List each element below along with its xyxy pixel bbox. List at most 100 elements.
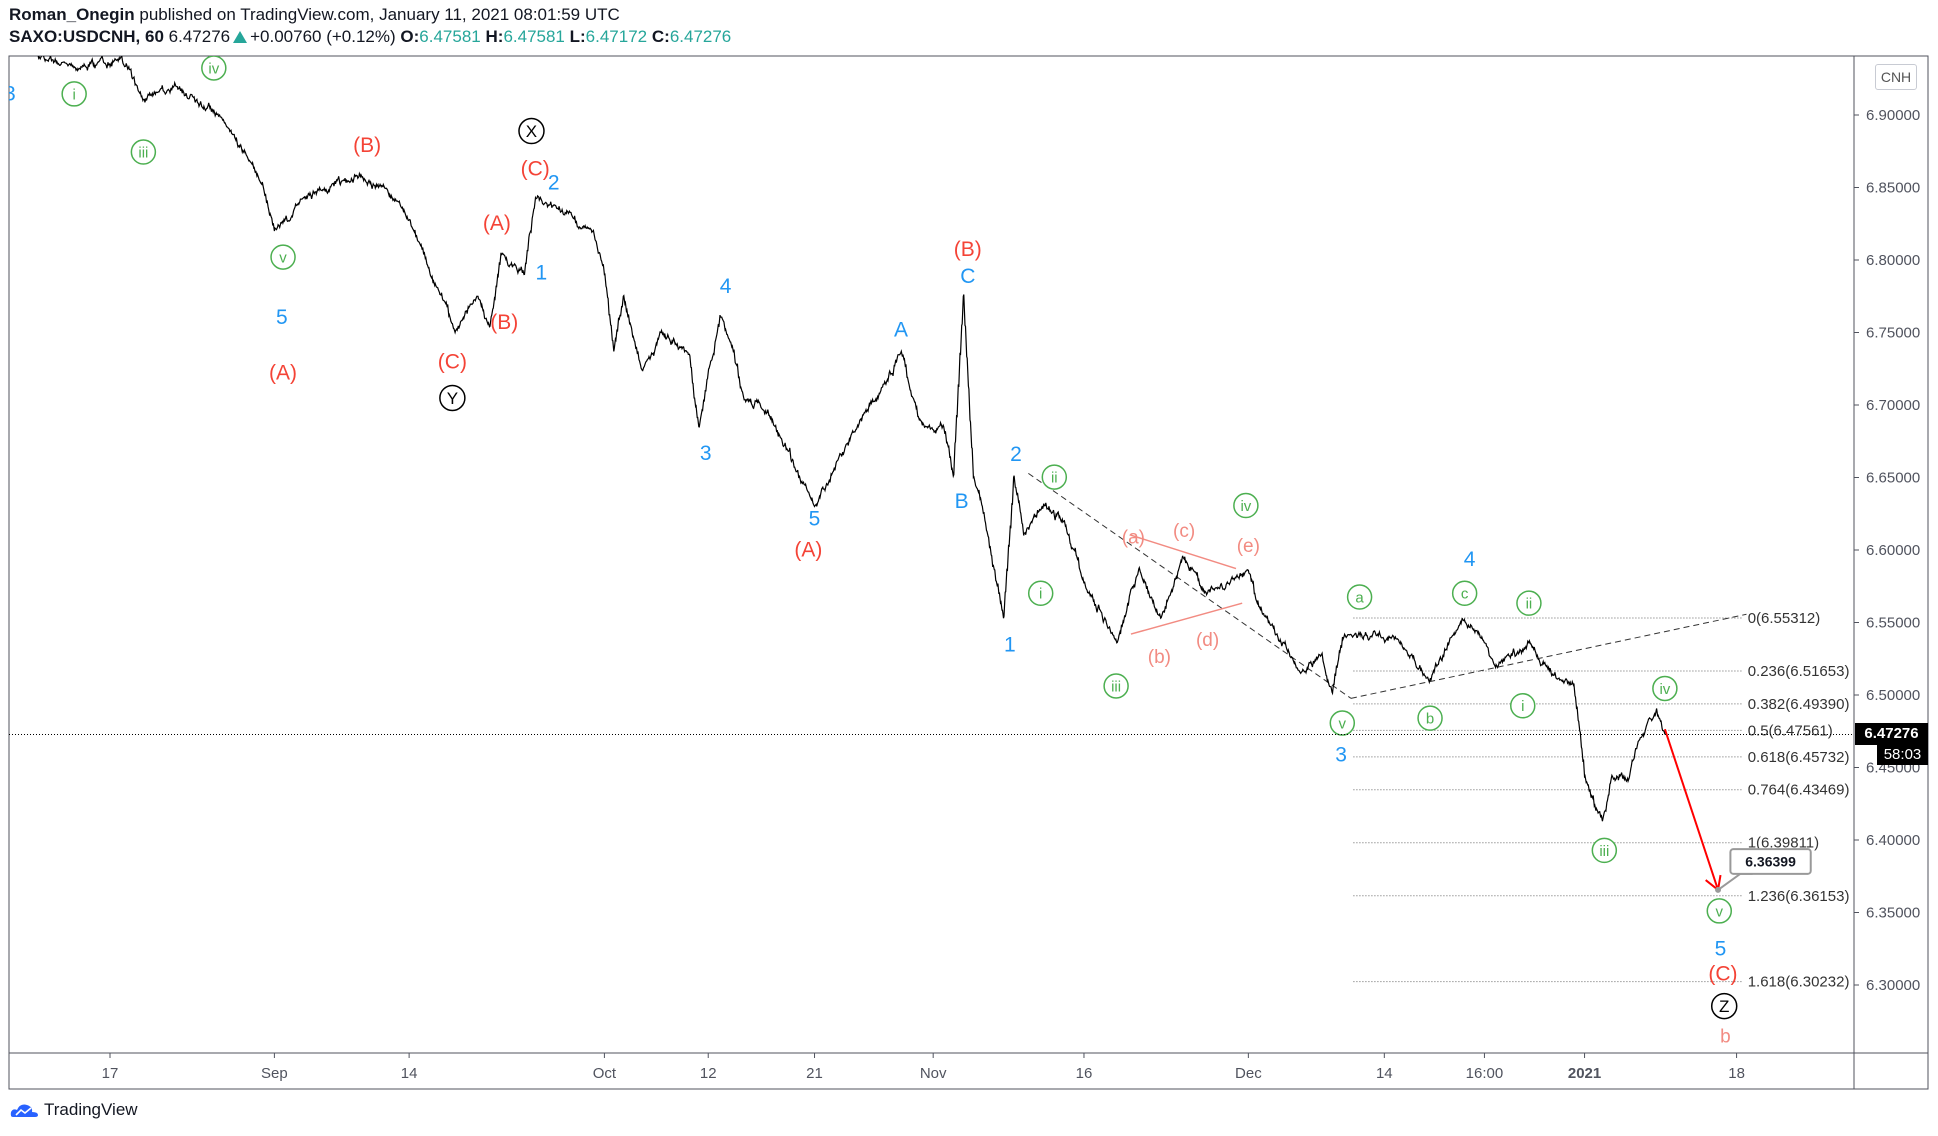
trend-line-dashed: [1028, 472, 1352, 699]
fib-level-label: 0.236(6.51653): [1748, 663, 1850, 680]
wave-label: (d): [1196, 630, 1219, 651]
wave-label: iv: [208, 60, 219, 77]
wave-label: 2: [1010, 443, 1022, 466]
last-price: 6.47276: [168, 27, 231, 46]
wave-label: iii: [138, 144, 148, 161]
wave-circle: [439, 384, 466, 412]
fib-level-label: 1.618(6.30232): [1748, 974, 1850, 991]
drawings: [1028, 472, 1747, 891]
wave-label: i: [1521, 698, 1524, 715]
wave-label: (b): [1148, 647, 1171, 668]
price-callout: 6.36399: [1745, 853, 1796, 869]
wave-label: Z: [1719, 997, 1729, 1016]
wave-label: A: [894, 318, 908, 341]
time-tick-label: 2021: [1568, 1065, 1601, 1082]
wave-label: v: [1339, 715, 1347, 732]
price-tick-label: 6.85000: [1866, 180, 1920, 197]
wave-circle: [1041, 464, 1068, 490]
wave-circle: [1233, 492, 1259, 519]
wave-label: 1: [1004, 634, 1016, 657]
publish-info: Roman_Onegin published on TradingView.co…: [9, 5, 620, 25]
wave-label: v: [1716, 903, 1724, 920]
symbol-info: SAXO:USDCNH, 60 6.47276 +0.00760 (+0.12%)…: [9, 27, 731, 47]
wave-label: b: [1720, 1027, 1731, 1048]
price-tick-label: 6.75000: [1866, 325, 1920, 342]
wave-circle: [61, 81, 87, 107]
wave-label: 5: [276, 306, 288, 329]
low-label: L:: [569, 27, 586, 46]
price-tick-label: 6.80000: [1866, 252, 1920, 269]
open-label: O:: [400, 27, 420, 46]
tradingview-logo[interactable]: TradingView: [10, 1100, 138, 1120]
wave-circle: [1516, 590, 1542, 616]
time-tick-label: Sep: [261, 1065, 288, 1082]
wave-label: 4: [720, 275, 732, 298]
currency-label[interactable]: CNH: [1875, 64, 1917, 90]
triangle-lower-line: [1130, 602, 1243, 635]
wave-label: (B): [490, 311, 518, 334]
wave-label: 3: [4, 82, 16, 105]
wave-circle: [1346, 584, 1373, 610]
price-tick-label: 6.50000: [1866, 687, 1920, 704]
wave-label: (C): [521, 158, 550, 181]
time-tick-label: 21: [806, 1065, 823, 1082]
high-value: 6.47581: [503, 27, 565, 46]
time-tick-label: Nov: [920, 1065, 947, 1082]
wave-label: 5: [1715, 938, 1727, 961]
triangle-upper-line: [1130, 534, 1237, 570]
author[interactable]: Roman_Onegin: [9, 5, 135, 24]
time-tick-label: 12: [700, 1065, 717, 1082]
time-tick-label: 14: [1376, 1065, 1393, 1082]
wave-label: (A): [269, 362, 297, 385]
price-callout-box: [1729, 848, 1812, 875]
wave-label: (B): [954, 238, 982, 261]
fib-level-label: 0(6.55312): [1748, 610, 1821, 627]
logo-text: TradingView: [44, 1100, 138, 1119]
wave-label: (c): [1173, 521, 1195, 542]
wave-circle: [1103, 673, 1129, 699]
time-tick-label: Oct: [593, 1065, 617, 1082]
wave-circle: [270, 244, 296, 270]
wave-label: v: [279, 249, 287, 266]
projection-arrow: [1663, 728, 1719, 891]
wave-circle: [1027, 580, 1054, 607]
time-axis[interactable]: 17 Sep 14 Oct 12 21 Nov 16 Dec 14 16:00 2021 18: [102, 1053, 1745, 1082]
fib-level-label: 0.382(6.49390): [1748, 696, 1850, 713]
fib-level-label: 1(6.39811): [1748, 835, 1819, 852]
fib-level-label: 0.618(6.45732): [1748, 749, 1850, 766]
price-tick-label: 6.60000: [1866, 542, 1920, 559]
tradingview-cloud-icon: [10, 1104, 38, 1117]
wave-circle: [1510, 693, 1536, 719]
wave-circle: [1417, 705, 1443, 731]
wave-label: i: [1039, 586, 1042, 603]
wave-label: (B): [353, 134, 381, 157]
time-tick-label: 14: [401, 1065, 418, 1082]
price-tick-label: 6.35000: [1866, 905, 1920, 922]
fib-extension[interactable]: 0(6.55312) 0.236(6.51653) 0.382(6.49390) 0.…: [1353, 610, 1849, 991]
wave-label: (C): [438, 350, 467, 373]
wave-circle: [1652, 675, 1678, 702]
time-tick-label: 16:00: [1466, 1065, 1504, 1082]
chart-frame: [8, 55, 1929, 1090]
wave-label: b: [1426, 711, 1434, 728]
wave-label: 3: [1335, 744, 1347, 767]
price-tick-label: 6.55000: [1866, 615, 1920, 632]
wave-label: (A): [483, 212, 511, 235]
wave-label: i: [72, 86, 75, 103]
time-tick-label: Dec: [1235, 1065, 1262, 1082]
wave-label: a: [1355, 589, 1364, 606]
wave-label: iv: [1659, 681, 1670, 698]
wave-label: iii: [1111, 678, 1121, 695]
price-axis[interactable]: 6.300006.350006.400006.450006.500006.550…: [1854, 107, 1920, 994]
wave-circle: [1710, 992, 1738, 1020]
wave-label: (e): [1237, 536, 1260, 557]
wave-circle: [1329, 710, 1356, 736]
wave-label: 2: [548, 171, 560, 194]
wave-circle: [201, 56, 227, 81]
wave-label: (a): [1122, 527, 1145, 548]
wave-label: c: [1461, 586, 1469, 603]
price-tick-label: 6.40000: [1866, 832, 1920, 849]
wave-circle: [130, 139, 157, 165]
published-text: published on TradingView.com, January 11…: [139, 5, 620, 24]
